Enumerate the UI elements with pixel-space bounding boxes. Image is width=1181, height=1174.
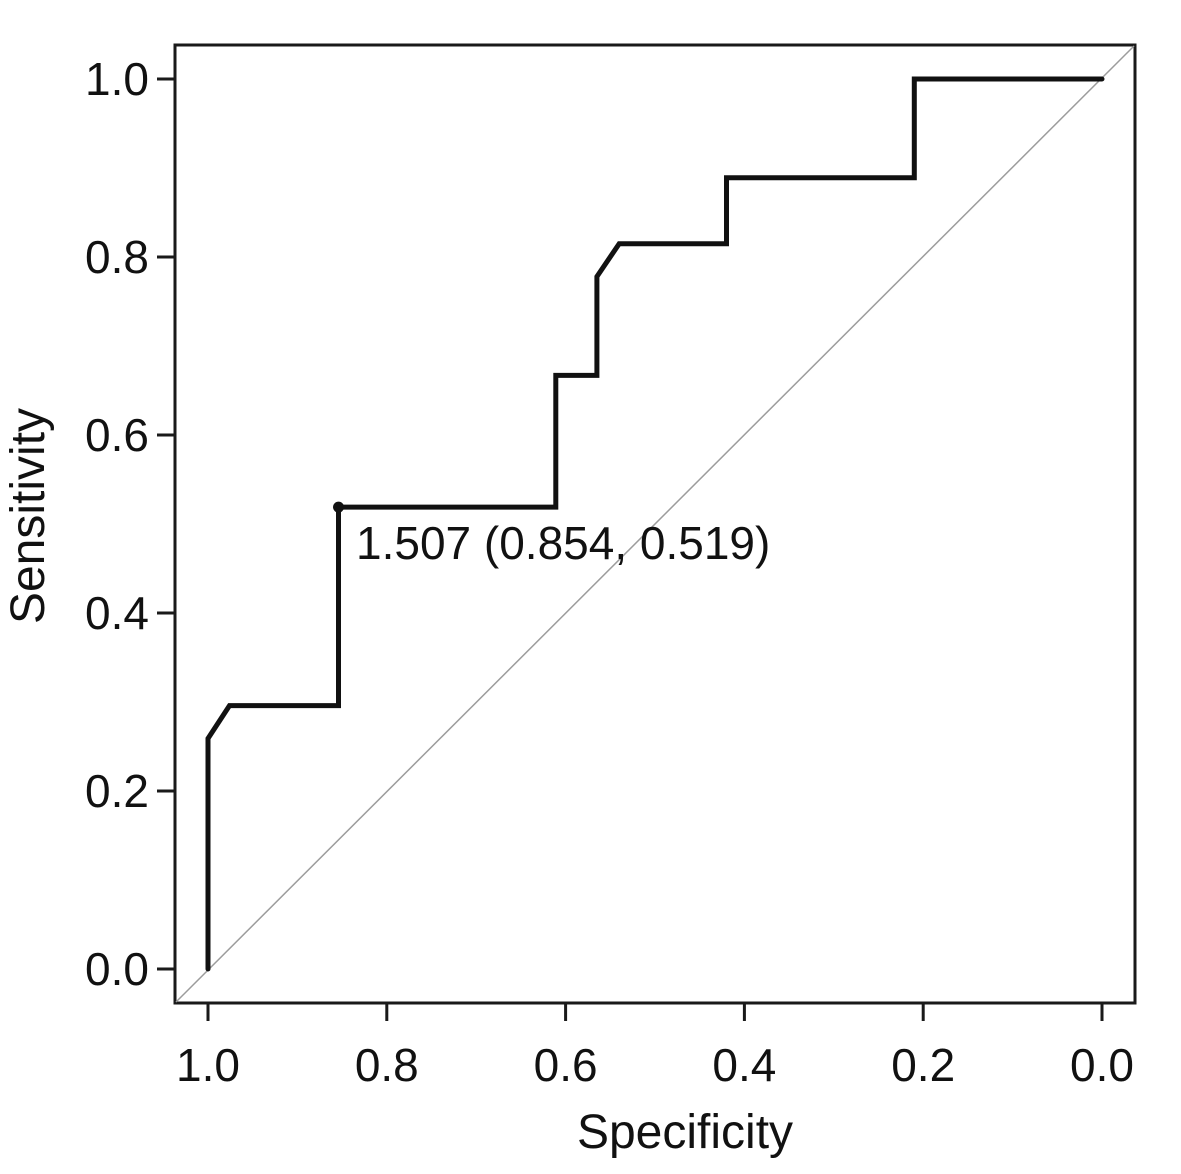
y-tick-label: 1.0 [85, 53, 149, 105]
x-tick-label: 0.8 [355, 1039, 419, 1091]
optimal-cutoff-marker [333, 501, 345, 513]
y-axis-title: Sensitivity [2, 408, 55, 624]
x-tick-label: 1.0 [176, 1039, 240, 1091]
chance-diagonal-line [175, 45, 1135, 1003]
x-tick-label: 0.6 [534, 1039, 598, 1091]
x-tick-label: 0.2 [891, 1039, 955, 1091]
x-tick-label: 0.4 [712, 1039, 776, 1091]
plot-frame [173, 43, 1137, 1005]
y-tick-label: 0.4 [85, 587, 149, 639]
plot-dynamic-layer: 1.0 0.8 0.6 0.4 0.2 0.0 0.0 0.2 0.4 0.6 0.8 1.0 [85, 43, 1137, 1091]
roc-curve [205, 76, 1105, 972]
y-tick-label: 0.2 [85, 765, 149, 817]
y-tick-label: 0.8 [85, 231, 149, 283]
x-tick-label: 0.0 [1070, 1039, 1134, 1091]
cutoff-annotation: 1.507 (0.854, 0.519) [356, 517, 770, 569]
y-tick-label: 0.0 [85, 943, 149, 995]
x-axis-title: Specificity [577, 1106, 793, 1159]
y-tick-label: 0.6 [85, 409, 149, 461]
